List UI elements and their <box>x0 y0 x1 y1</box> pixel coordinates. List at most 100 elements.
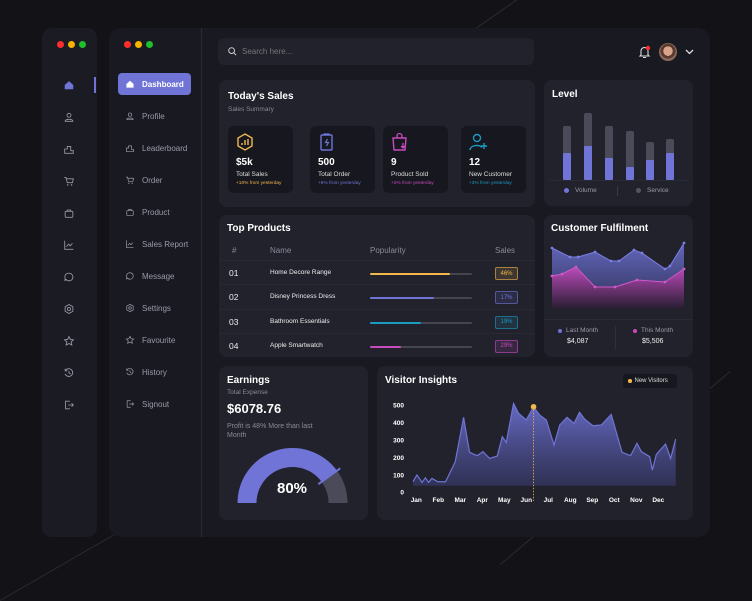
search-bar[interactable] <box>218 38 534 65</box>
bag-icon <box>64 209 74 218</box>
sidebar-item-product[interactable]: Product <box>118 201 191 223</box>
bell-icon[interactable] <box>638 45 651 59</box>
sales-badge: 46% <box>495 267 518 280</box>
minimize-dot[interactable] <box>135 41 142 48</box>
column-header: Name <box>270 246 292 255</box>
legend-label: Last Month <box>566 327 599 334</box>
sidebar-item-sales-report[interactable]: Sales Report <box>118 233 191 255</box>
rail-item-leaderboard[interactable] <box>62 142 76 156</box>
sidebar-item-message[interactable]: Message <box>118 265 191 287</box>
card-title: Earnings <box>227 375 270 386</box>
row-number: 03 <box>229 316 239 327</box>
rail-item-sales-report[interactable] <box>62 238 76 252</box>
close-dot[interactable] <box>57 41 64 48</box>
stat-value: 12 <box>469 157 481 168</box>
shopping-bag-icon <box>392 132 407 151</box>
card-title: Visitor Insights <box>385 375 458 386</box>
popularity-bar <box>370 273 472 275</box>
legend-this-month: This Month <box>633 327 673 334</box>
last-month-value: $4,087 <box>567 338 589 345</box>
row-divider <box>219 260 535 261</box>
rail-item-signout[interactable] <box>62 398 76 412</box>
close-dot[interactable] <box>124 41 131 48</box>
maximize-dot[interactable] <box>79 41 86 48</box>
minimize-dot[interactable] <box>68 41 75 48</box>
cart-icon <box>126 176 135 184</box>
chart-line-icon <box>64 240 74 250</box>
product-name: Apple Smartwatch <box>270 341 323 349</box>
popularity-fill <box>370 273 450 275</box>
message-icon <box>64 272 74 282</box>
legend-label: New Visitors <box>634 378 668 384</box>
column-header: Sales <box>495 246 516 255</box>
message-icon <box>126 272 134 280</box>
card-title: Level <box>552 89 578 100</box>
card-title: Customer Fulfilment <box>551 223 649 234</box>
sidebar-item-label: Sales Report <box>142 239 189 249</box>
card-title: Today's Sales <box>228 91 294 102</box>
maximize-dot[interactable] <box>146 41 153 48</box>
leaderboard-icon <box>64 146 74 154</box>
divider <box>544 319 693 320</box>
legend-dot <box>558 328 562 333</box>
sidebar-item-label: Dashboard <box>142 79 184 89</box>
rail-item-message[interactable] <box>62 270 76 284</box>
sidebar-item-signout[interactable]: Signout <box>118 393 191 415</box>
popularity-fill <box>370 321 421 324</box>
window-controls <box>57 41 86 48</box>
sidebar-item-dashboard[interactable]: Dashboard <box>118 73 191 95</box>
rail-item-profile[interactable] <box>62 110 76 124</box>
customer-fulfilment-card <box>544 215 693 357</box>
user-icon <box>64 112 74 122</box>
stat-change: +3% from yesterday <box>469 181 512 186</box>
legend-dot <box>633 328 637 333</box>
sidebar-item-settings[interactable]: Settings <box>118 297 191 319</box>
sidebar-item-label: Order <box>142 175 163 185</box>
product-name: Bathroom Essentials <box>270 317 330 325</box>
icon-rail <box>42 28 97 537</box>
sidebar-item-label: Signout <box>142 399 170 409</box>
sidebar-item-favourite[interactable]: Favourite <box>118 329 191 351</box>
column-header: # <box>232 246 237 255</box>
popularity-bar <box>370 321 472 324</box>
legend-volume: Volume <box>564 187 597 194</box>
stat-change: +2% from yesterday <box>391 181 434 186</box>
sales-badge: 17% <box>495 291 518 305</box>
rail-item-history[interactable] <box>62 366 76 380</box>
sidebar-item-label: Profile <box>142 111 165 121</box>
rail-item-product[interactable] <box>62 206 76 220</box>
legend-dot <box>628 379 632 383</box>
row-number: 01 <box>229 268 239 278</box>
sidebar-item-history[interactable]: History <box>118 361 191 383</box>
chevron-down-icon[interactable] <box>685 49 694 55</box>
avatar[interactable] <box>659 43 677 61</box>
card-subtitle: Total Expense <box>227 389 268 396</box>
home-icon <box>64 81 74 90</box>
search-input[interactable] <box>242 47 522 56</box>
rail-item-order[interactable] <box>62 174 76 188</box>
sidebar-item-label: Leaderboard <box>142 143 188 153</box>
chart-hexagon-icon <box>237 133 253 151</box>
legend-last-month: Last Month <box>558 327 598 334</box>
rail-item-dashboard[interactable] <box>62 78 76 92</box>
rail-item-settings[interactable] <box>62 302 76 316</box>
product-name: Disney Princess Dress <box>270 293 336 301</box>
sidebar-item-leaderboard[interactable]: Leaderboard <box>118 137 191 159</box>
divider <box>548 180 689 181</box>
product-name: Home Decore Range <box>270 269 332 276</box>
clipboard-bolt-icon <box>320 133 333 151</box>
stat-card: 500 Total Order +8% from yesterday <box>310 126 375 193</box>
row-number: 04 <box>229 340 239 351</box>
chart-line-icon <box>126 240 134 248</box>
sales-badge: 19% <box>495 315 518 329</box>
active-indicator <box>94 77 96 93</box>
row-divider <box>219 284 535 286</box>
rail-item-favourite[interactable] <box>62 334 76 348</box>
legend-new-visitors: New Visitors <box>623 374 677 388</box>
sidebar-item-profile[interactable]: Profile <box>118 105 191 127</box>
row-number: 02 <box>229 292 239 303</box>
sidebar-item-order[interactable]: Order <box>118 169 191 191</box>
popularity-bar <box>370 297 472 300</box>
card-title: Top Products <box>227 223 291 234</box>
window-controls <box>124 41 153 48</box>
